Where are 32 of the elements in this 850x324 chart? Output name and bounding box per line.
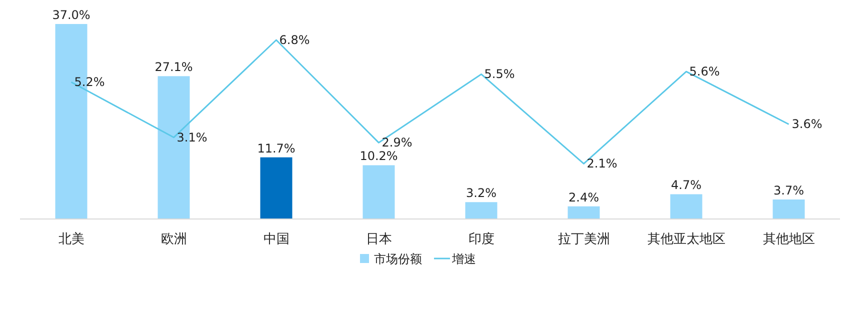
data-label: 3.7% — [774, 184, 804, 198]
bar — [568, 206, 600, 219]
data-label: 2.4% — [568, 190, 599, 204]
data-label: 3.2% — [466, 186, 496, 200]
data-label: 2.1% — [586, 156, 618, 171]
x-tick-label: 日本 — [366, 232, 392, 247]
x-tick-label: 欧洲 — [160, 232, 187, 247]
data-label: 5.2% — [74, 75, 105, 90]
data-label: 2.9% — [382, 136, 412, 150]
x-tick-label: 其他亚太地区 — [647, 232, 726, 247]
x-tick-label: 印度 — [468, 231, 494, 247]
data-label: 10.2% — [360, 149, 398, 164]
data-label: 11.7% — [257, 141, 296, 156]
data-label: 4.7% — [671, 178, 702, 192]
x-tick-label: 中国 — [263, 232, 290, 247]
data-label: 3.1% — [176, 130, 208, 144]
bar — [465, 202, 498, 219]
data-label: 5.5% — [484, 67, 515, 82]
legend-label: 增速 — [451, 252, 476, 266]
data-label: 6.8% — [279, 33, 310, 47]
data-label: 3.6% — [792, 117, 822, 132]
legend-label: 市场份额 — [374, 252, 422, 266]
x-tick-label: 北美 — [58, 231, 84, 247]
data-label: 27.1% — [154, 60, 193, 74]
bar — [362, 165, 395, 219]
data-label: 37.0% — [52, 8, 90, 22]
bar — [670, 194, 702, 219]
data-label: 5.6% — [689, 64, 720, 79]
x-tick-label: 拉丁美洲 — [558, 231, 610, 247]
x-tick-label: 其他地区 — [762, 232, 815, 247]
bar — [772, 200, 805, 219]
bar — [260, 157, 292, 219]
